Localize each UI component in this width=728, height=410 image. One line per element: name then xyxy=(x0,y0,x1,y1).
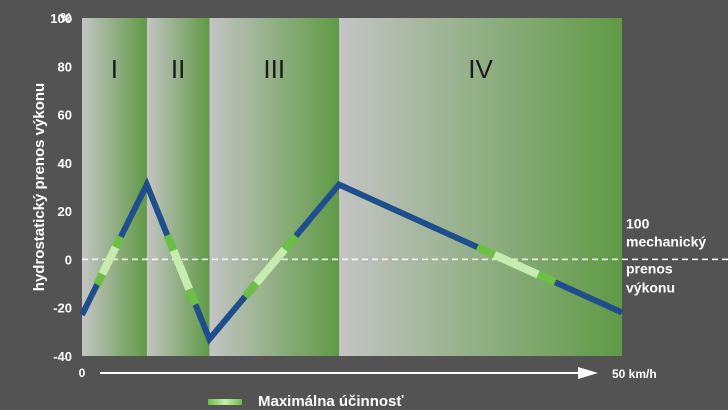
max-efficiency-segment-4 xyxy=(492,251,540,279)
legend-label: Maximálna účinnosť xyxy=(258,393,404,410)
phase-labels: I II III IV xyxy=(111,54,494,84)
phase-label-4: IV xyxy=(468,54,493,84)
phase-bands xyxy=(82,18,622,356)
x-axis-arrowhead xyxy=(578,367,598,379)
phase-band-2 xyxy=(146,18,210,356)
x-axis-start-label: 0 xyxy=(79,366,86,380)
y-unit-label: % xyxy=(60,10,72,25)
max-efficiency-highlights xyxy=(93,233,557,306)
x-axis xyxy=(100,367,598,379)
x-axis-end-label: 50 km/h xyxy=(612,367,657,381)
reference-line-annotation: 100 mechanický prenos výkonu xyxy=(626,215,706,295)
phase-label-2: II xyxy=(171,54,185,84)
max-efficiency-segment-3 xyxy=(253,246,288,286)
y-tick-label: -20 xyxy=(53,301,72,316)
max-efficiency-segment-2 xyxy=(169,248,193,291)
y-tick-label: 40 xyxy=(58,156,72,171)
phase-label-3: III xyxy=(263,54,285,84)
y-tick-label: 100 xyxy=(50,11,72,26)
series-layer xyxy=(79,177,624,345)
reference-annotation-line: 100 xyxy=(626,215,650,231)
reference-annotation-line: prenos xyxy=(626,260,673,276)
phase-label-1: I xyxy=(111,54,118,84)
phase-band-4 xyxy=(339,18,622,356)
legend: Maximálna účinnosť xyxy=(208,393,404,410)
y-tick-label: 60 xyxy=(58,108,72,123)
series-line xyxy=(79,177,624,345)
max-efficiency-segment-1 xyxy=(98,245,120,276)
y-tick-label: 80 xyxy=(58,59,72,74)
reference-annotation-line: mechanický xyxy=(626,233,706,249)
reference-annotation-line: výkonu xyxy=(626,279,675,295)
legend-swatch xyxy=(208,399,242,405)
phase-band-3 xyxy=(209,18,340,356)
y-tick-label: 20 xyxy=(58,204,72,219)
y-axis-title: hydrostatický prenos výkonu xyxy=(31,83,48,291)
y-axis-ticks: 100 80 60 40 20 0 -20 -40 xyxy=(50,11,72,364)
y-tick-label: -40 xyxy=(53,349,72,364)
y-tick-label: 0 xyxy=(65,252,72,267)
